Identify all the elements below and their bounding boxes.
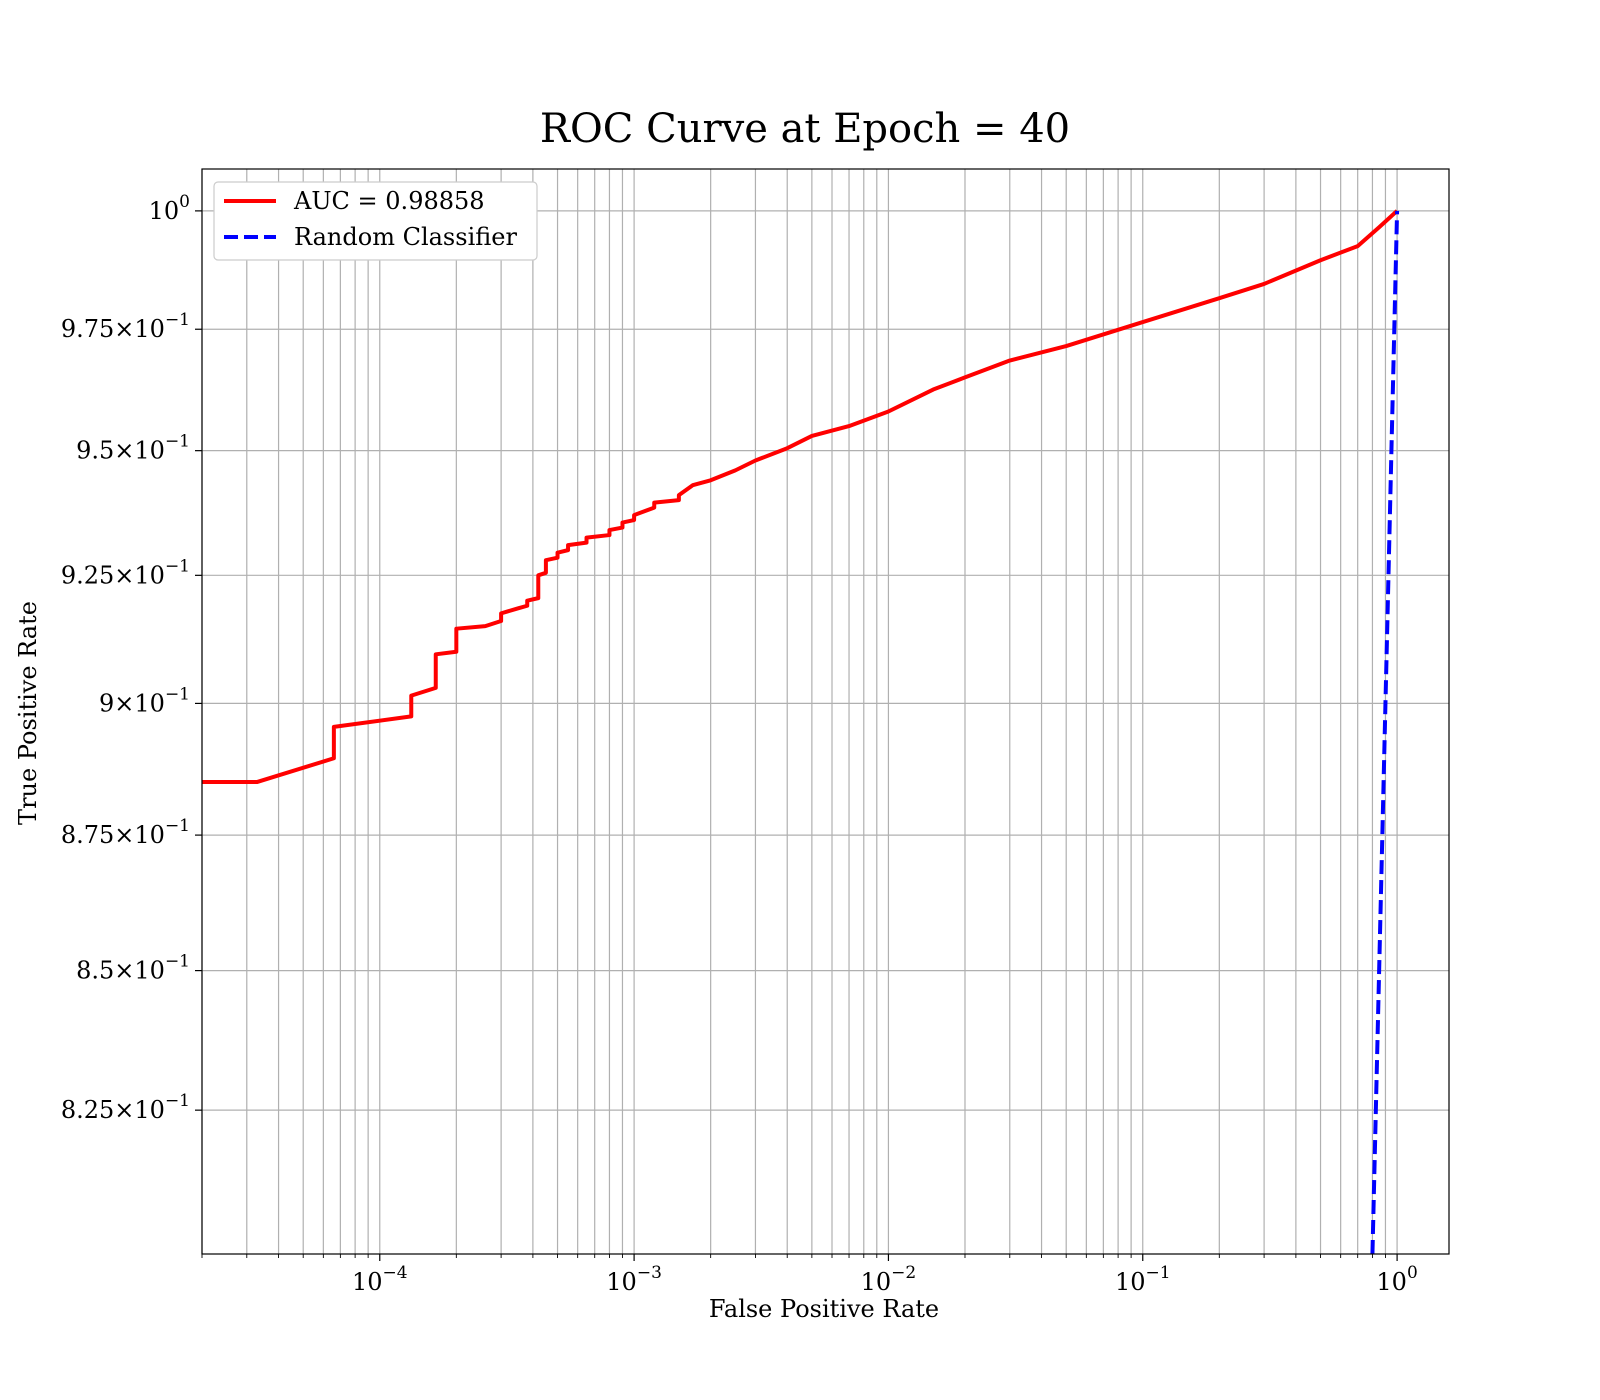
y-axis-label: True Positive Rate	[14, 601, 42, 825]
x-axis: 10−4 10−3 10−2 10−1 100	[202, 1254, 1418, 1296]
legend-label-random: Random Classifier	[294, 223, 517, 251]
x-tick-label: 10−3	[606, 1263, 662, 1296]
x-tick-label: 10−4	[352, 1263, 408, 1296]
x-axis-label: False Positive Rate	[709, 1295, 939, 1323]
y-axis: 100 9.75×10−1 9.5×10−1 9.25×10−1 9×10−1 8.75×…	[61, 192, 202, 1124]
legend-label-auc: AUC = 0.98858	[293, 187, 485, 215]
series-layer	[202, 211, 1397, 1254]
y-tick-label: 9×10−1	[99, 684, 190, 717]
roc-curve-line	[202, 211, 1397, 782]
y-tick-label: 9.25×10−1	[61, 556, 190, 589]
y-tick-label: 8.25×10−1	[61, 1091, 190, 1124]
chart-title: ROC Curve at Epoch = 40	[540, 106, 1070, 152]
plot-frame	[202, 169, 1449, 1254]
x-tick-label: 10−1	[1115, 1263, 1171, 1296]
y-tick-label: 8.5×10−1	[76, 952, 190, 985]
x-tick-label: 100	[1376, 1263, 1417, 1296]
x-tick-label: 10−2	[861, 1263, 917, 1296]
y-tick-label: 8.75×10−1	[61, 816, 190, 849]
y-tick-label: 100	[149, 192, 190, 225]
y-tick-label: 9.75×10−1	[61, 310, 190, 343]
legend: AUC = 0.98858 Random Classifier	[214, 182, 537, 260]
grid-lines	[202, 169, 1449, 1254]
random-classifier-line	[1372, 211, 1397, 1254]
y-tick-label: 9.5×10−1	[76, 432, 190, 465]
